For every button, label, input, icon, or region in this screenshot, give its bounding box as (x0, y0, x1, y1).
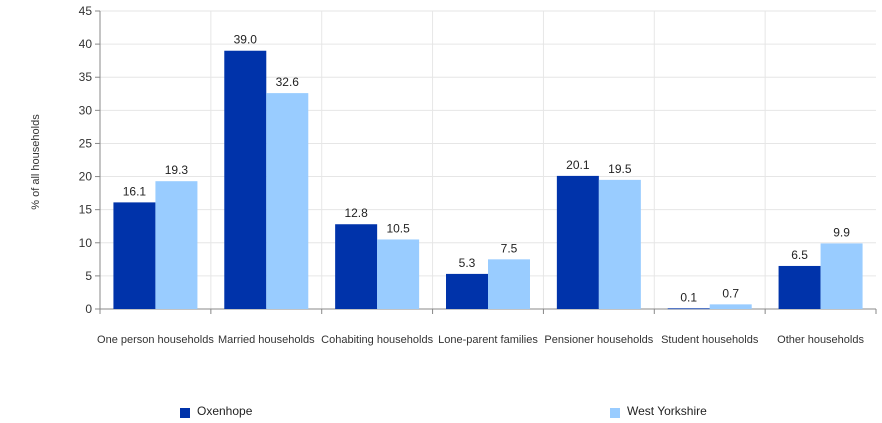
y-tick-label: 10 (79, 236, 93, 250)
y-tick-label: 40 (79, 37, 93, 51)
x-tick-label: Cohabiting households (321, 334, 433, 346)
bar (266, 93, 309, 309)
legend-swatch (610, 408, 620, 418)
bar (820, 243, 863, 309)
bar (667, 308, 710, 310)
bar (488, 259, 530, 309)
x-tick-label: Lone-parent families (438, 334, 538, 346)
data-label: 0.1 (680, 290, 697, 304)
data-label: 7.5 (501, 241, 518, 255)
x-tick-label: Student households (661, 334, 759, 346)
x-tick-label: Pensioner households (544, 334, 653, 346)
bar (377, 239, 420, 309)
x-tick-label: Married households (218, 334, 315, 346)
legend: Oxenhope West Yorkshire (180, 404, 707, 418)
y-tick-label: 20 (79, 170, 93, 184)
y-axis-label: % of all households (30, 114, 42, 210)
data-label: 16.1 (123, 184, 147, 198)
legend-swatch (180, 408, 190, 418)
legend-label: Oxenhope (197, 404, 253, 418)
data-label: 6.5 (791, 248, 808, 262)
data-labels: 16.1 39.0 12.8 5.3 20.1 0.1 6.5 19.3 32.6 10.5 7.5… (123, 33, 850, 305)
x-tick-label: One person households (97, 334, 214, 346)
bar (778, 265, 821, 309)
y-tick-label: 15 (79, 203, 93, 217)
data-label: 9.9 (833, 225, 850, 239)
data-label: 12.8 (344, 206, 368, 220)
bar (155, 181, 198, 309)
bar (598, 179, 641, 309)
data-label: 20.1 (566, 158, 590, 172)
x-tick-label: Other households (777, 334, 864, 346)
y-tick-label: 25 (79, 136, 93, 150)
bar (709, 304, 752, 309)
y-tick-label: 5 (85, 269, 92, 283)
data-label: 0.7 (722, 286, 739, 300)
y-tick-label: 35 (79, 70, 93, 84)
bar (556, 175, 599, 309)
bar (335, 224, 378, 309)
data-label: 19.5 (608, 162, 632, 176)
bar (446, 273, 488, 309)
bar (224, 50, 267, 309)
y-tick-label: 0 (85, 302, 92, 316)
data-label: 39.0 (234, 33, 258, 47)
data-label: 19.3 (165, 163, 189, 177)
data-label: 10.5 (386, 221, 410, 235)
x-axis: One person households Married households C… (97, 308, 877, 346)
y-axis: 0 5 10 15 20 25 30 35 40 45 (79, 4, 101, 316)
y-tick-label: 30 (79, 103, 93, 117)
bar (113, 202, 156, 309)
y-tick-label: 45 (79, 4, 93, 18)
data-label: 32.6 (276, 75, 300, 89)
data-label: 5.3 (459, 256, 476, 270)
bars (113, 50, 863, 310)
legend-label: West Yorkshire (627, 404, 707, 418)
